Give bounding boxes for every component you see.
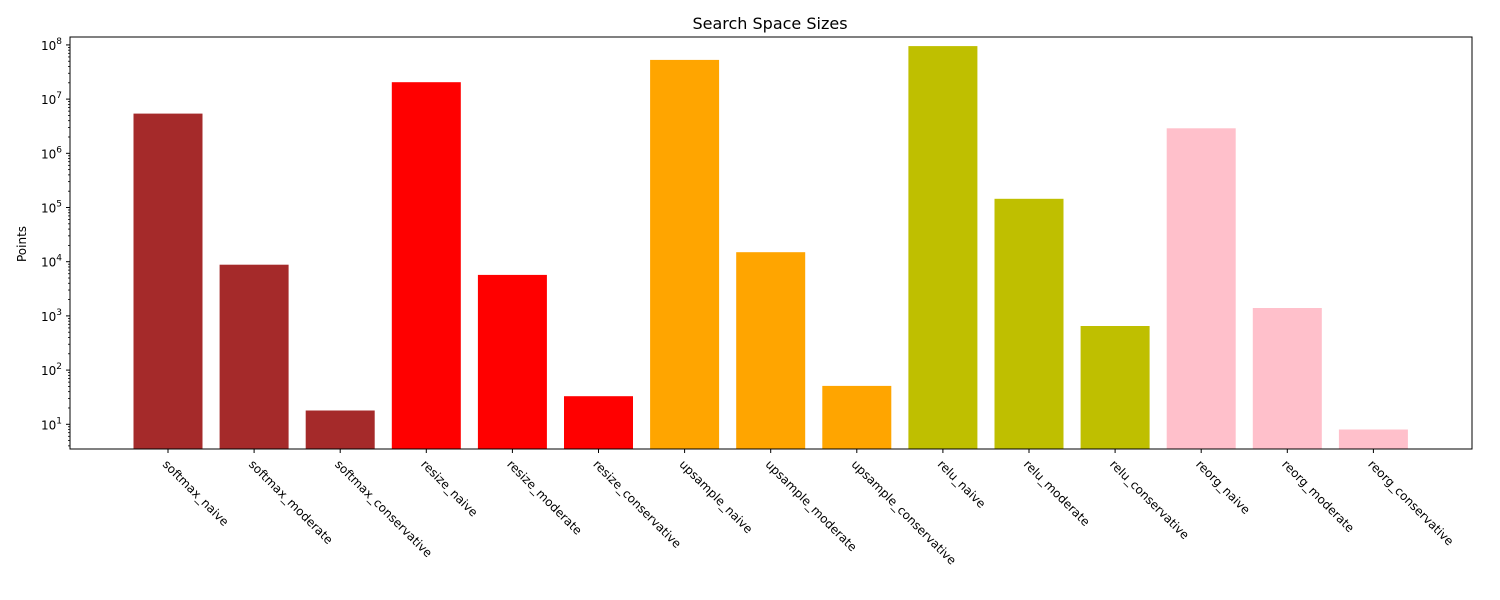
y-tick-label: 102 (41, 362, 62, 378)
y-tick-label: 103 (41, 308, 62, 324)
bar-resize-moderate (477, 274, 547, 449)
x-tick-label: relu_naive (935, 457, 989, 511)
y-tick-label: 106 (41, 145, 62, 161)
bar-resize-naive (391, 82, 461, 449)
x-tick-label: softmax_naive (160, 457, 232, 529)
x-tick-label: resize_moderate (504, 457, 584, 537)
bar-relu-conservative (1080, 326, 1150, 449)
y-tick-label: 105 (41, 200, 62, 216)
bar-relu-moderate (994, 198, 1064, 449)
x-tick-label: reorg_conservative (1365, 457, 1456, 548)
x-tick-label: softmax_moderate (246, 457, 336, 547)
y-axis-label: Points (15, 226, 29, 262)
y-tick-label: 107 (41, 91, 62, 107)
bar-relu-naive (908, 46, 978, 449)
x-tick-label: upsample_naive (676, 457, 755, 536)
plot-frame (69, 36, 1473, 450)
bar-upsample-naive (650, 59, 720, 450)
bar-upsample-conservative (822, 385, 892, 449)
bar-reorg-moderate (1252, 308, 1322, 449)
x-tick-label: relu_moderate (1021, 457, 1093, 529)
x-tick-label: upsample_moderate (763, 457, 860, 554)
x-tick-label: reorg_moderate (1279, 457, 1357, 535)
x-tick-label: resize_conservative (590, 457, 684, 551)
chart-title: Search Space Sizes (692, 14, 847, 33)
bar-softmax-conservative (305, 410, 375, 449)
x-tick-label: softmax_conservative (332, 457, 435, 560)
x-tick-label: resize_naive (418, 457, 480, 519)
y-tick-label: 104 (41, 254, 62, 270)
bar-reorg-naive (1166, 128, 1236, 450)
y-tick-label: 101 (41, 416, 62, 432)
x-tick-label: reorg_naive (1193, 457, 1253, 517)
x-axis: softmax_naive softmax_moderatesoftmax_con… (160, 449, 1456, 567)
bar-softmax-moderate (219, 264, 289, 449)
bar-upsample-moderate (736, 252, 806, 449)
bars-group (133, 46, 1408, 450)
x-tick-label: relu_conservative (1107, 457, 1192, 542)
bar-resize-conservative (564, 396, 633, 449)
bar-softmax-naive (133, 113, 203, 449)
y-tick-label: 108 (41, 37, 62, 53)
bar-reorg-conservative (1338, 429, 1408, 449)
y-axis: 101 102 103 104 105 106 107 108 (41, 37, 70, 447)
